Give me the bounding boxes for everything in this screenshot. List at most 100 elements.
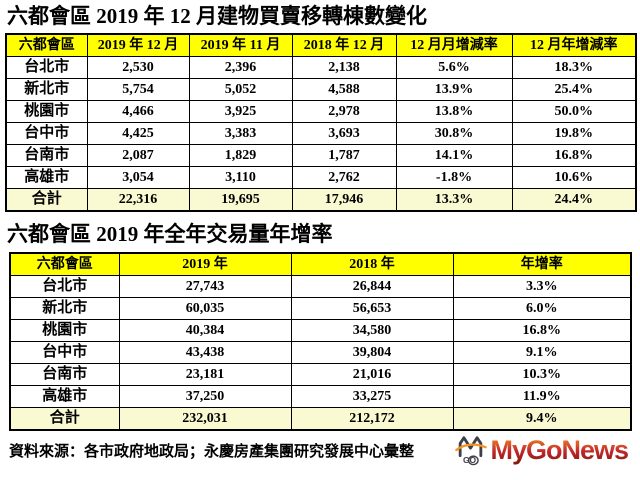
value-cell: 3,925: [188, 100, 293, 123]
column-header: 六都會區: [9, 252, 120, 276]
value-cell: 2,087: [86, 144, 190, 167]
value-cell: 3.3%: [452, 275, 632, 298]
value-cell: 3,693: [291, 122, 397, 145]
value-cell: 26,844: [290, 275, 454, 298]
city-cell: 高雄市: [5, 166, 88, 189]
value-cell: 4,425: [86, 122, 190, 145]
table-row: 桃園市 40,384 34,580 16.8%: [9, 319, 632, 342]
annual-table-title: 六都會區 2019 年全年交易量年增率: [7, 222, 333, 246]
value-cell: 30.8%: [395, 122, 513, 145]
value-cell: 23,181: [118, 363, 292, 386]
total-value-cell: 212,172: [290, 407, 454, 431]
column-header: 六都會區: [5, 33, 88, 57]
value-cell: 3,054: [86, 166, 190, 189]
table-row: 桃園市 4,466 3,925 2,978 13.8% 50.0%: [5, 100, 637, 123]
value-cell: 1,829: [188, 144, 293, 167]
city-cell: 新北市: [9, 297, 120, 320]
value-cell: 2,978: [291, 100, 397, 123]
value-cell: 34,580: [290, 319, 454, 342]
value-cell: 25.4%: [511, 78, 637, 101]
total-value-cell: 22,316: [86, 188, 190, 212]
city-cell: 台南市: [9, 363, 120, 386]
value-cell: 13.8%: [395, 100, 513, 123]
column-header: 2019 年 11 月: [188, 33, 293, 57]
total-value-cell: 19,695: [188, 188, 293, 212]
total-value-cell: 232,031: [118, 407, 292, 431]
city-cell: 桃園市: [9, 319, 120, 342]
table-row: 台南市 2,087 1,829 1,787 14.1% 16.8%: [5, 144, 637, 167]
city-cell: 台中市: [5, 122, 88, 145]
table-row: 新北市 60,035 56,653 6.0%: [9, 297, 632, 320]
value-cell: 2,762: [291, 166, 397, 189]
table-header-row: 六都會區 2019 年 2018 年 年增率: [9, 252, 632, 276]
value-cell: 6.0%: [452, 297, 632, 320]
value-cell: 60,035: [118, 297, 292, 320]
value-cell: 18.3%: [511, 56, 637, 79]
value-cell: 11.9%: [452, 385, 632, 408]
total-label-cell: 合計: [5, 188, 88, 212]
city-cell: 台中市: [9, 341, 120, 364]
table-row: 高雄市 37,250 33,275 11.9%: [9, 385, 632, 408]
total-value-cell: 17,946: [291, 188, 397, 212]
column-header: 12 月年增減率: [511, 33, 637, 57]
monthly-table-title: 六都會區 2019 年 12 月建物買賣移轉棟數變化: [7, 4, 427, 28]
value-cell: 37,250: [118, 385, 292, 408]
logo-go-label: GO: [463, 455, 477, 465]
value-cell: 9.1%: [452, 341, 632, 364]
value-cell: 10.3%: [452, 363, 632, 386]
value-cell: 1,787: [291, 144, 397, 167]
value-cell: 39,804: [290, 341, 454, 364]
column-header: 2019 年: [118, 252, 292, 276]
total-value-cell: 24.4%: [511, 188, 637, 212]
value-cell: 2,396: [188, 56, 293, 79]
value-cell: 4,588: [291, 78, 397, 101]
value-cell: 16.8%: [511, 144, 637, 167]
mygonews-logo: GO MyGoNews: [454, 434, 629, 466]
value-cell: -1.8%: [395, 166, 513, 189]
table-row: 台北市 2,530 2,396 2,138 5.6% 18.3%: [5, 56, 637, 79]
value-cell: 13.9%: [395, 78, 513, 101]
column-header: 2019 年 12 月: [86, 33, 190, 57]
value-cell: 40,384: [118, 319, 292, 342]
mygonews-logo-icon: GO: [455, 436, 488, 466]
total-row: 合計 22,316 19,695 17,946 13.3% 24.4%: [5, 188, 637, 212]
city-cell: 桃園市: [5, 100, 88, 123]
mygonews-logo-text: MyGoNews: [490, 435, 629, 465]
value-cell: 2,530: [86, 56, 190, 79]
value-cell: 2,138: [291, 56, 397, 79]
footer: 資料來源：各市政府地政局；永慶房產集團研究發展中心彙整 GO MyGoNews: [9, 434, 629, 466]
table-row: 高雄市 3,054 3,110 2,762 -1.8% 10.6%: [5, 166, 637, 189]
value-cell: 5,754: [86, 78, 190, 101]
city-cell: 新北市: [5, 78, 88, 101]
total-value-cell: 9.4%: [452, 407, 632, 431]
value-cell: 3,383: [188, 122, 293, 145]
value-cell: 14.1%: [395, 144, 513, 167]
annual-volume-table: 六都會區 2019 年 2018 年 年增率 台北市 27,743 26,844…: [9, 252, 632, 431]
monthly-transfer-table: 六都會區 2019 年 12 月 2019 年 11 月 2018 年 12 月…: [5, 33, 637, 212]
value-cell: 3,110: [188, 166, 293, 189]
value-cell: 5.6%: [395, 56, 513, 79]
column-header: 年增率: [452, 252, 632, 276]
value-cell: 43,438: [118, 341, 292, 364]
total-label-cell: 合計: [9, 407, 120, 431]
value-cell: 56,653: [290, 297, 454, 320]
value-cell: 4,466: [86, 100, 190, 123]
city-cell: 台南市: [5, 144, 88, 167]
value-cell: 19.8%: [511, 122, 637, 145]
table-row: 台南市 23,181 21,016 10.3%: [9, 363, 632, 386]
table-row: 台中市 4,425 3,383 3,693 30.8% 19.8%: [5, 122, 637, 145]
column-header: 2018 年 12 月: [291, 33, 397, 57]
table-row: 新北市 5,754 5,052 4,588 13.9% 25.4%: [5, 78, 637, 101]
total-row: 合計 232,031 212,172 9.4%: [9, 407, 632, 431]
column-header: 12 月月增減率: [395, 33, 513, 57]
value-cell: 5,052: [188, 78, 293, 101]
city-cell: 高雄市: [9, 385, 120, 408]
table-header-row: 六都會區 2019 年 12 月 2019 年 11 月 2018 年 12 月…: [5, 33, 637, 57]
table-row: 台北市 27,743 26,844 3.3%: [9, 275, 632, 298]
value-cell: 27,743: [118, 275, 292, 298]
table-row: 台中市 43,438 39,804 9.1%: [9, 341, 632, 364]
value-cell: 33,275: [290, 385, 454, 408]
value-cell: 10.6%: [511, 166, 637, 189]
column-header: 2018 年: [290, 252, 454, 276]
